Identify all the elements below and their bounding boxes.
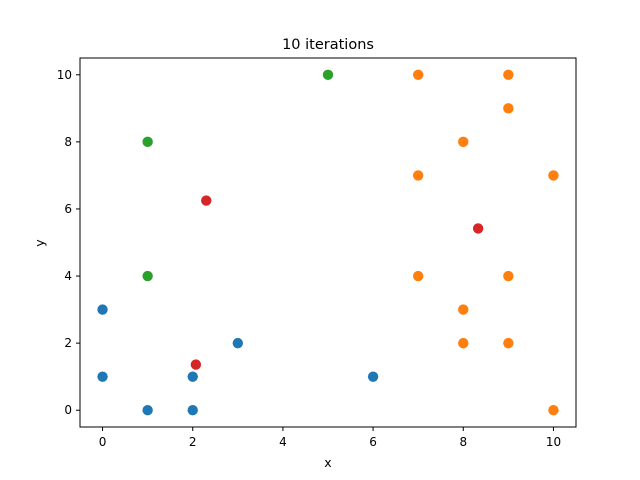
x-tick-label: 2	[189, 435, 197, 449]
scatter-point	[503, 103, 514, 114]
scatter-point	[187, 371, 198, 382]
scatter-point	[548, 170, 559, 181]
x-tick-label: 8	[459, 435, 467, 449]
scatter-point	[97, 371, 108, 382]
y-tick-label: 8	[64, 135, 72, 149]
data-points	[97, 69, 559, 416]
y-tick-label: 4	[64, 269, 72, 283]
scatter-point	[367, 371, 379, 382]
x-tick-label: 6	[369, 435, 377, 449]
scatter-point	[187, 405, 198, 416]
scatter-point	[97, 304, 108, 315]
scatter-point	[458, 337, 469, 349]
scatter-point	[458, 304, 469, 315]
scatter-point	[503, 270, 514, 282]
scatter-point	[142, 136, 153, 148]
x-axis-ticks: 0 2 4 6 8 10	[99, 427, 561, 449]
y-tick-label: 2	[64, 336, 72, 350]
scatter-point	[548, 405, 559, 416]
scatter-point	[201, 195, 212, 206]
scatter-point	[503, 69, 514, 80]
y-tick-label: 6	[64, 202, 72, 216]
x-tick-label: 0	[99, 435, 107, 449]
x-tick-label: 4	[279, 435, 287, 449]
x-tick-label: 10	[546, 435, 561, 449]
scatter-point	[232, 337, 244, 349]
y-tick-label: 10	[57, 68, 72, 82]
y-axis-label: y	[32, 239, 47, 247]
chart-title: 10 iterations	[282, 37, 374, 53]
scatter-point	[142, 270, 153, 282]
scatter-point	[458, 136, 469, 148]
scatter-point	[412, 170, 424, 181]
y-axis-ticks: 0 2 4 6 8 10	[57, 68, 80, 417]
scatter-point	[142, 405, 153, 416]
x-axis-label: x	[324, 455, 331, 470]
scatter-point	[472, 223, 484, 234]
scatter-point	[503, 337, 514, 349]
scatter-point	[190, 359, 202, 370]
scatter-point	[412, 69, 424, 80]
y-tick-label: 0	[64, 403, 72, 417]
scatter-point	[322, 69, 334, 80]
scatter-point	[412, 270, 424, 282]
plot-frame	[79, 57, 577, 428]
